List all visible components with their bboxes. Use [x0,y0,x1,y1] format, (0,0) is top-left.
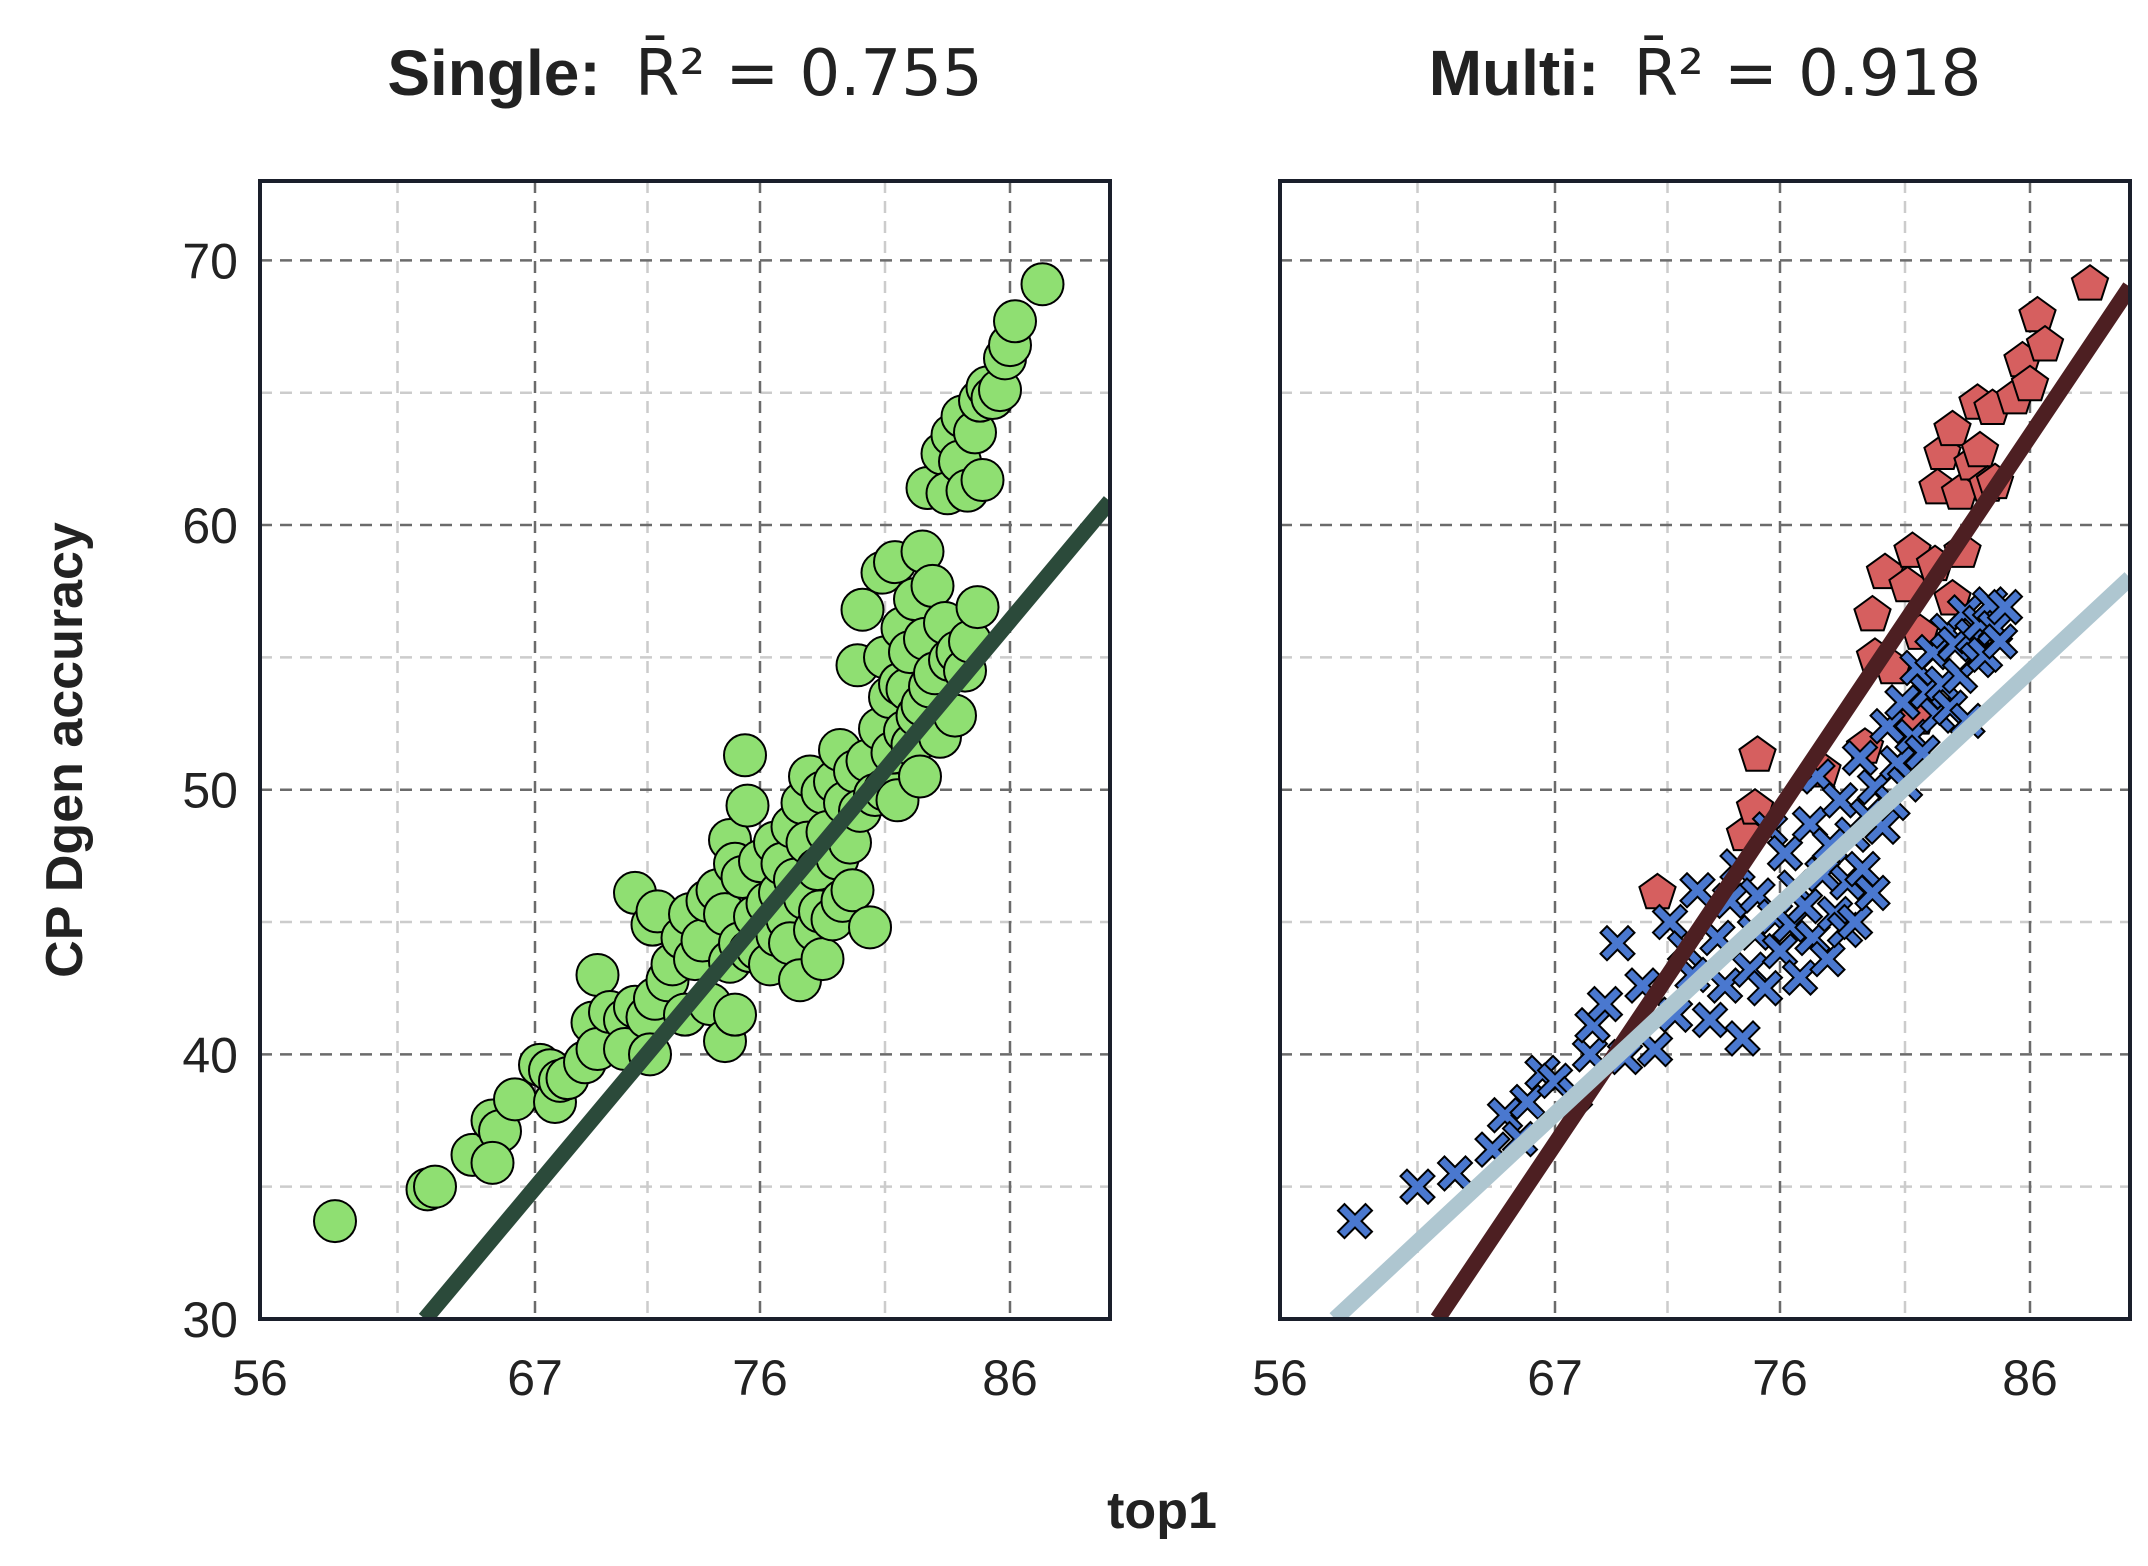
right-panel-title: Multi: R̄² = 0.918 [1429,35,1982,111]
right-x-tick-labels: 56 67 76 86 [1252,1350,2058,1406]
left-panel: 56 67 76 86 30 40 50 60 70 [182,179,1112,1406]
data-point [725,783,770,828]
regression-fit-line [418,496,1110,1319]
left-title-stat: R̄² = 0.755 [635,35,983,111]
data-point [1854,874,1891,912]
data-point [713,992,757,1037]
data-point [1933,409,1972,447]
left-plot-frame [258,179,1112,1321]
y-axis-label: CP Dgen accuracy [36,522,94,978]
data-point [2070,263,2110,301]
data-point [1981,623,2019,660]
data-point [2025,324,2065,362]
data-point [1821,781,1859,819]
data-point [1691,1001,1729,1039]
right-fit-lines [1329,282,2130,1319]
data-point [1884,683,1921,721]
x-tick-label: 86 [2002,1350,2058,1406]
data-point [1853,594,1892,632]
regression-fit-line [1430,282,2130,1319]
x-tick-label: 76 [732,1350,788,1406]
data-point [470,1140,515,1185]
y-tick-label: 70 [182,233,238,289]
data-point [1746,969,1784,1007]
regression-fit-line [1329,572,2130,1319]
left-panel-title: Single: R̄² = 0.755 [387,35,982,111]
x-tick-label: 67 [1527,1350,1583,1406]
data-point [1020,262,1065,307]
y-tick-label: 30 [182,1292,238,1348]
right-title-stat: R̄² = 0.918 [1634,35,1982,111]
left-title-prefix: Single: [387,37,600,109]
data-point [898,754,942,799]
x-tick-label: 86 [982,1350,1038,1406]
data-point [1706,967,1744,1004]
data-point [313,1199,357,1244]
right-points [1336,263,2110,1240]
data-point [1399,1168,1436,1206]
data-point [2018,295,2057,333]
data-point [848,905,892,950]
x-tick-label: 76 [1752,1350,1808,1406]
y-tick-label: 60 [182,498,238,554]
right-panel: 56 67 76 86 [1252,179,2132,1406]
left-grid [260,181,1110,1319]
data-point [1735,787,1775,825]
data-point [1638,872,1677,910]
data-point [1599,924,1636,962]
left-y-tick-labels: 30 40 50 60 70 [182,233,238,1348]
data-point [1781,959,1819,997]
data-point [413,1164,457,1209]
data-point [1986,588,2024,626]
data-point [575,952,620,997]
data-point [493,1077,537,1122]
data-point [960,458,1005,503]
left-x-tick-labels: 56 67 76 86 [232,1350,1038,1406]
y-tick-label: 50 [182,763,238,819]
right-grid [1280,181,2130,1319]
data-point [1724,1020,1761,1057]
data-point [723,733,767,778]
left-fit-lines [418,496,1110,1319]
y-tick-label: 40 [182,1027,238,1083]
data-point [800,937,845,982]
data-point [955,585,1000,630]
data-point [910,563,955,608]
left-points [313,262,1065,1244]
data-point [993,299,1037,344]
data-point [1960,430,2000,468]
right-plot-frame [1278,179,2132,1321]
data-point [1586,985,1624,1023]
x-tick-label: 56 [232,1350,288,1406]
x-axis-label: top1 [1107,1482,1217,1540]
data-point [840,587,885,632]
x-tick-label: 56 [1252,1350,1308,1406]
x-tick-label: 67 [507,1350,563,1406]
data-point [830,868,875,913]
data-point [2010,364,2050,402]
data-point [1738,735,1777,772]
right-title-prefix: Multi: [1429,37,1600,109]
data-point [1336,1202,1374,1240]
